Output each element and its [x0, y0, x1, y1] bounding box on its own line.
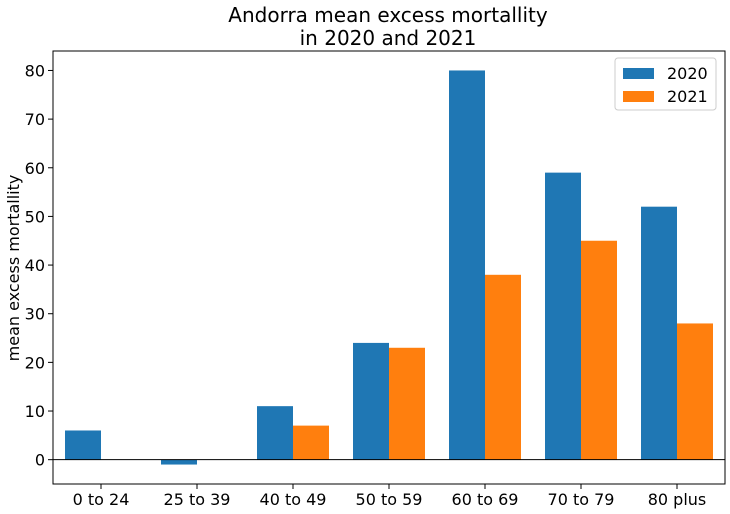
- x-tick-label: 25 to 39: [164, 490, 231, 509]
- y-tick-label: 40: [25, 256, 45, 275]
- chart-title-line2: in 2020 and 2021: [300, 26, 477, 50]
- bar-2021-2: [293, 425, 329, 460]
- y-tick-label: 70: [25, 110, 45, 129]
- legend-swatch-2020: [623, 68, 654, 79]
- bar-2020-4: [449, 70, 485, 460]
- x-tick-label: 40 to 49: [260, 490, 327, 509]
- legend-swatch-2021: [623, 91, 654, 102]
- y-tick-label: 20: [25, 353, 45, 372]
- x-tick-label: 50 to 59: [356, 490, 423, 509]
- legend-label-2020: 2020: [667, 64, 708, 83]
- bar-2021-3: [389, 347, 425, 460]
- y-tick-label: 30: [25, 305, 45, 324]
- bar-2021-6: [677, 323, 713, 460]
- bar-2020-6: [641, 206, 677, 460]
- y-tick-label: 80: [25, 61, 45, 80]
- y-tick-label: 0: [35, 451, 45, 470]
- x-tick-label: 70 to 79: [548, 490, 615, 509]
- x-tick-label: 60 to 69: [452, 490, 519, 509]
- bar-2021-5: [581, 240, 617, 460]
- bar-2020-1: [161, 459, 197, 465]
- bar-2020-2: [257, 406, 293, 460]
- y-axis-label: mean excess mortallity: [4, 175, 23, 362]
- x-tick-label: 80 plus: [648, 490, 707, 509]
- plot-area: 0 10 20 30 40 50 60 70 80 0 to 24 25 to 39 40 to 49…: [25, 50, 726, 509]
- y-tick-label: 60: [25, 159, 45, 178]
- bar-2020-0: [65, 430, 101, 460]
- legend: 2020 2021: [614, 57, 717, 111]
- y-tick-label: 10: [25, 402, 45, 421]
- x-tick-label: 0 to 24: [73, 490, 130, 509]
- bar-2021-4: [485, 274, 521, 460]
- y-tick-label: 50: [25, 207, 45, 226]
- chart-title-line1: Andorra mean excess mortallity: [228, 3, 548, 27]
- bar-2020-5: [545, 172, 581, 460]
- bar-2020-3: [353, 342, 389, 460]
- legend-label-2021: 2021: [667, 87, 708, 106]
